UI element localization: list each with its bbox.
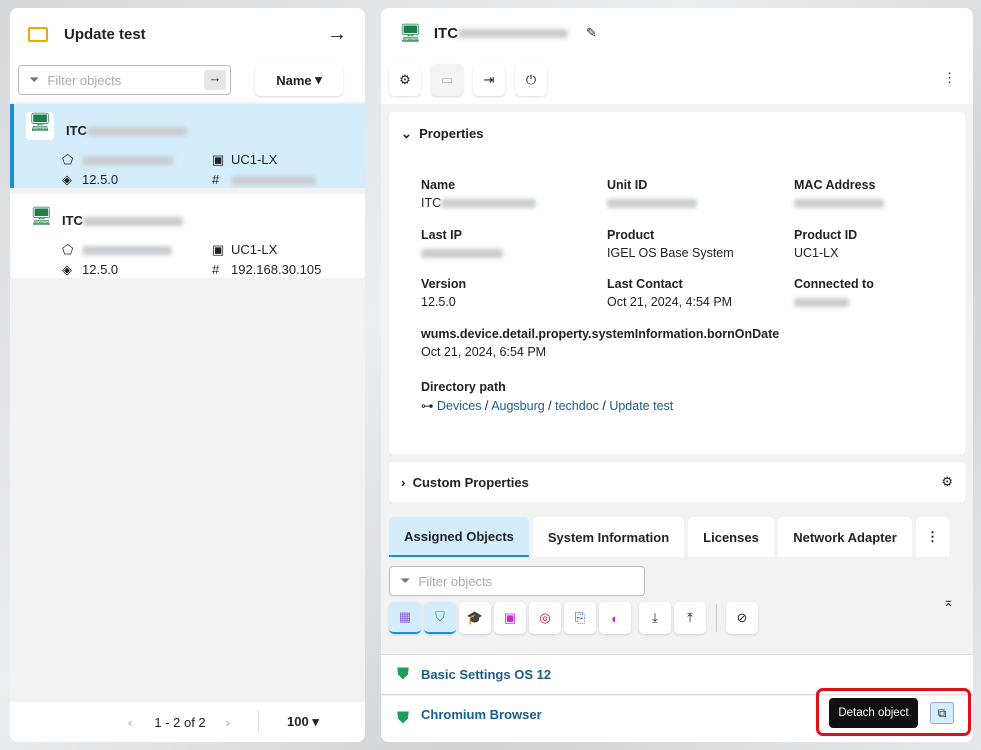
sort-label: Name bbox=[276, 72, 312, 88]
version-label: Version bbox=[421, 277, 467, 291]
clear-filter-button[interactable]: ⊘ bbox=[726, 602, 758, 634]
filter-input[interactable]: ⏷ Filter objects → bbox=[18, 65, 231, 95]
tab-network-adapter[interactable]: Network Adapter bbox=[778, 517, 912, 557]
device-icon: 🖥 bbox=[30, 206, 53, 226]
caret-down-icon: ▾ bbox=[315, 72, 322, 87]
filter-icon: ⏷ bbox=[29, 72, 40, 87]
firmware-filter[interactable]: ◎ bbox=[529, 602, 561, 634]
last-contact-label: Last Contact bbox=[607, 277, 683, 291]
device-icon: 🖥 bbox=[399, 22, 422, 43]
properties-toggle[interactable]: ⌄ Properties bbox=[401, 126, 484, 141]
themes-filter[interactable]: ◐ bbox=[599, 602, 631, 634]
next-page-button[interactable]: › bbox=[225, 714, 230, 730]
detail-panel: 🖥 ITC ✎ ⚙ ▭ ⇥ ⏻ ⋮ ⌄ Properties Name ITC U… bbox=[381, 8, 973, 742]
hash-icon: # bbox=[212, 262, 220, 277]
settings-button[interactable]: ⚙ bbox=[389, 64, 421, 96]
tag-icon: ⬠ bbox=[62, 152, 74, 167]
dir-label: Directory path bbox=[421, 380, 506, 394]
device-title: ITC bbox=[433, 24, 459, 42]
tab-assigned-objects[interactable]: Assigned Objects bbox=[389, 517, 529, 557]
collapse-icon[interactable]: ⌅ bbox=[943, 594, 954, 609]
version: 12.5.0 bbox=[82, 172, 119, 187]
folder-icon bbox=[28, 26, 48, 42]
name-label: Name bbox=[421, 178, 456, 192]
tree-icon: ⊶ bbox=[421, 399, 434, 413]
model: UC1-LX bbox=[231, 242, 278, 257]
profile-icon: ⛊ bbox=[397, 710, 410, 727]
mac-label: MAC Address bbox=[794, 178, 876, 192]
chevron-right-icon: › bbox=[401, 474, 406, 490]
chevron-down-icon: ⌄ bbox=[401, 126, 412, 141]
list-item[interactable]: 🖥 ITC ⬠ ▣ UC1-LX ◈ 12.5.0 # bbox=[10, 104, 365, 188]
tag-icon: ⬠ bbox=[62, 242, 74, 257]
certificates-filter[interactable]: 🎓 bbox=[459, 602, 491, 634]
profiles-filter[interactable]: ⛉ bbox=[424, 602, 456, 634]
highlight-box bbox=[816, 688, 971, 736]
object-row[interactable]: ⛊ Basic Settings OS 12 bbox=[381, 654, 973, 695]
detail-header: 🖥 ITC ✎ bbox=[381, 8, 973, 58]
product-id-value: UC1-LX bbox=[794, 246, 839, 260]
version: 12.5.0 bbox=[82, 262, 119, 277]
remote-screen-button[interactable]: ▭ bbox=[431, 64, 463, 96]
list-item[interactable]: 🖥 ITC ⬠ ▣ UC1-LX ◈ 12.5.0 #192.168.30.105 bbox=[10, 194, 365, 278]
version-icon: ◈ bbox=[62, 172, 72, 187]
version-icon: ◈ bbox=[62, 262, 72, 277]
all-types-filter[interactable]: ▦ bbox=[389, 602, 421, 634]
properties-section: ⌄ Properties Name ITC Unit ID MAC Address… bbox=[389, 112, 965, 454]
folder-title: Update test bbox=[64, 25, 146, 43]
chip-icon: ▣ bbox=[212, 152, 225, 167]
reboot-button[interactable]: ⏻ bbox=[515, 64, 547, 96]
device-name: ITC bbox=[66, 123, 87, 138]
profile-icon: ⛊ bbox=[397, 665, 410, 683]
unit-id-label: Unit ID bbox=[607, 178, 648, 192]
more-icon[interactable]: ⋮ bbox=[943, 70, 956, 85]
hash-icon: # bbox=[212, 172, 220, 187]
last-contact-value: Oct 21, 2024, 4:54 PM bbox=[607, 295, 733, 309]
page-size-select[interactable]: 100 ▾ bbox=[287, 714, 319, 729]
export-filter[interactable]: ⤒ bbox=[674, 602, 706, 634]
apply-filter-button[interactable]: → bbox=[204, 70, 226, 90]
pagination: ‹ 1 - 2 of 2 › 100 ▾ bbox=[10, 702, 365, 742]
ip-address: 192.168.30.105 bbox=[231, 262, 322, 277]
tab-licenses[interactable]: Licenses bbox=[688, 517, 774, 557]
last-ip-label: Last IP bbox=[421, 228, 462, 242]
connected-label: Connected to bbox=[794, 277, 874, 291]
tab-system-information[interactable]: System Information bbox=[533, 517, 684, 557]
objects-filter-input[interactable]: ⏷ Filter objects bbox=[389, 566, 645, 596]
page-info: 1 - 2 of 2 bbox=[154, 714, 206, 730]
version-value: 12.5.0 bbox=[421, 295, 456, 309]
edit-icon[interactable]: ✎ bbox=[586, 25, 597, 40]
dir-link[interactable]: Augsburg bbox=[491, 399, 545, 413]
product-value: IGEL OS Base System bbox=[607, 246, 734, 260]
product-id-label: Product ID bbox=[794, 228, 858, 242]
prev-page-button[interactable]: ‹ bbox=[128, 714, 133, 730]
device-icon: 🖥 bbox=[26, 112, 54, 140]
tabs-more-button[interactable]: ⋮ bbox=[916, 517, 949, 557]
panel-header: Update test → bbox=[10, 8, 365, 60]
sort-button[interactable]: Name ▾ bbox=[255, 64, 343, 96]
move-button[interactable]: ⇥ bbox=[473, 64, 505, 96]
gear-icon[interactable]: ⚙ bbox=[941, 474, 953, 489]
import-filter[interactable]: ⤓ bbox=[639, 602, 671, 634]
born-value: Oct 21, 2024, 6:54 PM bbox=[421, 345, 547, 359]
files-filter[interactable]: ⎘ bbox=[564, 602, 596, 634]
model: UC1-LX bbox=[231, 152, 278, 167]
device-name: ITC bbox=[62, 213, 83, 228]
dir-link[interactable]: Update test bbox=[609, 399, 674, 413]
arrow-right-icon[interactable]: → bbox=[327, 22, 347, 45]
dir-link[interactable]: techdoc bbox=[555, 399, 599, 413]
detach-tooltip: Detach object bbox=[829, 698, 918, 728]
object-tree-panel: Update test → ⏷ Filter objects → Name ▾ … bbox=[10, 8, 365, 742]
filter-placeholder: Filter objects bbox=[47, 72, 122, 88]
filter-icon: ⏷ bbox=[400, 573, 411, 588]
born-label: wums.device.detail.property.systemInform… bbox=[421, 327, 780, 341]
apps-filter[interactable]: ▣ bbox=[494, 602, 526, 634]
detach-object-button[interactable]: ⧉ bbox=[930, 702, 954, 724]
custom-properties-section[interactable]: › Custom Properties ⚙ bbox=[389, 462, 965, 502]
chip-icon: ▣ bbox=[212, 242, 225, 257]
product-label: Product bbox=[607, 228, 655, 242]
dir-link[interactable]: Devices bbox=[436, 399, 482, 413]
